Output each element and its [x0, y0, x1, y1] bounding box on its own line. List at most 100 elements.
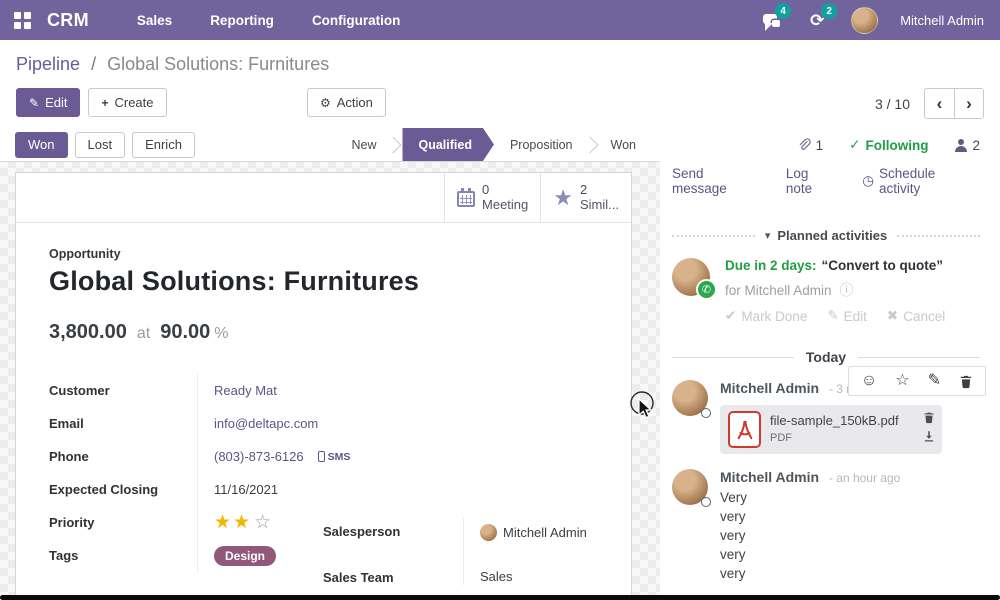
sales-team-value[interactable]: Sales [463, 564, 619, 585]
star-icon: ★ [553, 184, 573, 210]
mark-lost-button[interactable]: Lost [74, 131, 126, 158]
status-ring-badge [701, 408, 711, 418]
filled-stars-icon[interactable]: ★★ [214, 512, 253, 533]
breadcrumb-pipeline[interactable]: Pipeline [16, 54, 81, 74]
person-icon [954, 138, 968, 152]
message-author[interactable]: Mitchell Admin [720, 469, 820, 485]
planned-activities-label: Planned activities [777, 228, 888, 243]
check-icon: ✓ [849, 137, 861, 152]
message-author[interactable]: Mitchell Admin [720, 380, 820, 396]
empty-star-icon[interactable]: ☆ [254, 512, 272, 533]
messages-count-badge: 4 [775, 3, 792, 19]
pager-next-button[interactable]: › [954, 89, 983, 118]
calendar-icon [457, 188, 476, 207]
user-name[interactable]: Mitchell Admin [900, 12, 984, 28]
stage-won[interactable]: Won [610, 137, 636, 152]
divider-line [858, 356, 981, 358]
followers-count: 2 [972, 137, 980, 153]
message-avatar [672, 380, 711, 418]
salesperson-value[interactable]: Mitchell Admin [480, 524, 587, 541]
tag-design[interactable]: Design [214, 545, 277, 566]
add-reaction-icon[interactable]: ☺ [860, 372, 878, 389]
edit-button[interactable]: ✎ Edit [16, 88, 81, 117]
enrich-button[interactable]: Enrich [132, 131, 195, 158]
log-note-button[interactable]: Log note [785, 166, 813, 196]
sms-label: SMS [327, 450, 351, 463]
activities-menu[interactable]: ⟳ 2 [805, 3, 838, 32]
similar-count: 2 [580, 181, 588, 197]
menu-configuration[interactable]: Configuration [311, 12, 401, 28]
recording-progress-bar [0, 595, 1000, 600]
action-button[interactable]: ⚙ Action [307, 88, 386, 117]
delete-attachment-icon[interactable] [923, 411, 935, 429]
menu-reporting[interactable]: Reporting [210, 12, 274, 28]
stage-qualified-active[interactable]: Qualified [402, 128, 493, 161]
create-button[interactable]: + Create [88, 88, 167, 117]
priority-stars[interactable]: ★★ ☆ [197, 506, 387, 539]
activity-edit-button[interactable]: ✎ Edit [827, 308, 867, 324]
schedule-activity-button[interactable]: ◷ Schedule activity [862, 166, 980, 196]
check-icon: ✔ [725, 308, 737, 323]
star-message-icon[interactable]: ☆ [895, 372, 910, 389]
followers-button[interactable]: 2 [954, 138, 980, 153]
meeting-count: 0 [482, 181, 490, 197]
app-name[interactable]: CRM [47, 9, 89, 30]
customer-value-link[interactable]: Ready Mat [214, 383, 277, 398]
edit-message-icon[interactable]: ✎ [927, 372, 941, 389]
record-pager: 3 / 10 ‹ › [875, 88, 984, 119]
email-value-link[interactable]: info@deltapc.com [214, 416, 319, 431]
following-button[interactable]: ✓ Following [849, 137, 928, 153]
attachment-filename[interactable]: file-sample_150kB.pdf [770, 413, 899, 428]
activity-due-date: Due in 2 days: [725, 258, 817, 273]
phone-value-link[interactable]: (803)-873-6126 [214, 449, 304, 464]
revenue-amount: 3,800.00 [49, 321, 127, 343]
stat-button-box: 0 Meeting ★ 2 Simil... [16, 173, 631, 223]
tags-label: Tags [49, 548, 79, 563]
download-attachment-icon[interactable] [923, 430, 935, 448]
stage-new[interactable]: New [351, 137, 377, 152]
pager-previous-button[interactable]: ‹ [925, 89, 954, 118]
top-navbar: CRM Sales Reporting Configuration 4 ⟳ 2 … [0, 0, 1000, 40]
control-buttons: ✎ Edit + Create [16, 88, 167, 117]
opportunity-title: Global Solutions: Furnitures [49, 266, 420, 296]
activity-clock-icon: ⟳ [810, 10, 825, 30]
dotted-divider [897, 234, 981, 237]
expected-closing-label: Expected Closing [49, 482, 159, 497]
paperclip-icon [797, 138, 811, 152]
mark-won-button[interactable]: Won [15, 131, 68, 158]
attachments-button[interactable]: 1 [797, 138, 823, 153]
activity-cancel-button[interactable]: ✖ Cancel [887, 308, 945, 324]
message-line: very [720, 509, 746, 524]
attachment-card[interactable]: file-sample_150kB.pdf PDF [720, 405, 942, 454]
topbar-right: 4 ⟳ 2 Mitchell Admin [759, 3, 1000, 34]
delete-message-icon[interactable] [959, 374, 973, 389]
messages-menu[interactable]: 4 [759, 3, 792, 32]
mark-done-button[interactable]: ✔ Mark Done [725, 308, 807, 324]
apps-menu-icon[interactable] [14, 11, 31, 29]
salesperson-label: Salesperson [323, 524, 401, 539]
stage-proposition[interactable]: Proposition [509, 137, 573, 152]
edit-button-label: Edit [45, 95, 68, 110]
control-panel: Pipeline / Global Solutions: Furnitures … [0, 40, 1000, 128]
chatter-topbar: 1 ✓ Following 2 [672, 137, 980, 153]
salesperson-avatar [480, 524, 497, 541]
menu-sales[interactable]: Sales [136, 12, 173, 28]
salesperson-name[interactable]: Mitchell Admin [503, 525, 587, 540]
pager-counter: 3 / 10 [874, 95, 910, 112]
planned-activities-toggle[interactable]: ▾ Planned activities [765, 228, 887, 243]
top-menu: Sales Reporting Configuration [137, 13, 401, 28]
priority-label: Priority [49, 515, 95, 530]
attachment-filetype: PDF [770, 432, 792, 444]
phone-activity-badge: ✆ [696, 279, 717, 300]
sms-button[interactable]: SMS [317, 450, 351, 463]
message-line: very [720, 566, 746, 581]
similar-leads-stat-button[interactable]: ★ 2 Simil... [540, 173, 631, 222]
chat-bubbles-icon [762, 13, 780, 31]
email-label: Email [49, 416, 84, 431]
message-line: very [720, 547, 746, 562]
meetings-stat-button[interactable]: 0 Meeting [444, 173, 540, 222]
send-message-button[interactable]: Send message [672, 166, 727, 196]
user-avatar[interactable] [851, 6, 879, 34]
stage-separator [587, 128, 597, 161]
phone-label: Phone [49, 449, 89, 464]
